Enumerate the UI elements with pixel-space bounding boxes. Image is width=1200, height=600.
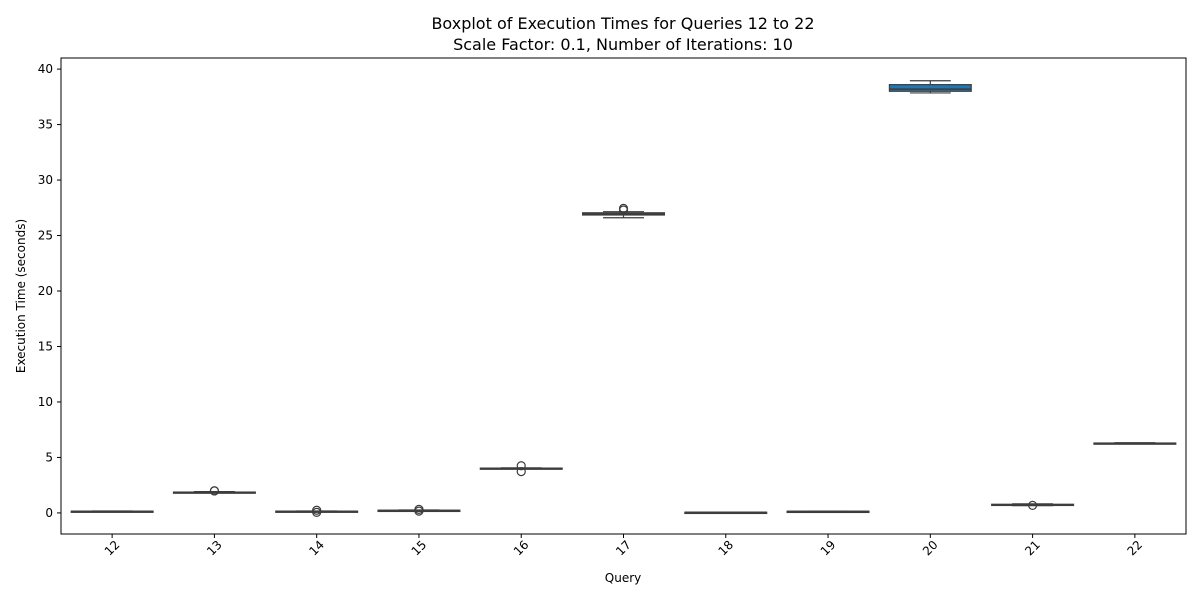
- box-query-19: [786, 510, 870, 514]
- outlier-point: [414, 506, 424, 516]
- outlier-point: [1027, 500, 1038, 510]
- x-tick-label: 12: [102, 538, 123, 559]
- box-query-16: [479, 461, 563, 477]
- x-tick-label: 19: [818, 538, 839, 559]
- outlier-point: [209, 486, 220, 496]
- x-tick-label: 22: [1125, 538, 1146, 559]
- y-tick-label: 25: [38, 229, 53, 243]
- box-query-15: [377, 504, 461, 516]
- y-tick-label: 10: [38, 395, 53, 409]
- box-query-14: [275, 505, 359, 517]
- y-tick-label: 0: [45, 506, 53, 520]
- box-query-17: [581, 203, 666, 219]
- chart-title: Boxplot of Execution Times for Queries 1…: [431, 14, 814, 33]
- y-tick-label: 5: [45, 450, 53, 464]
- x-tick-label: 15: [409, 538, 430, 559]
- outlier-point: [516, 467, 526, 477]
- x-tick-label: 21: [1022, 538, 1043, 559]
- x-tick-label: 17: [613, 538, 634, 559]
- box-iqr: [888, 84, 972, 92]
- y-axis-label: Execution Time (seconds): [14, 219, 28, 373]
- box-query-20: [888, 80, 972, 94]
- outlier-point: [312, 507, 322, 517]
- x-tick-label: 16: [511, 538, 532, 559]
- x-axis-label: Query: [605, 571, 641, 585]
- y-tick-label: 35: [38, 118, 53, 132]
- plot-frame: [60, 57, 1187, 535]
- chart-subtitle: Scale Factor: 0.1, Number of Iterations:…: [453, 35, 793, 54]
- y-tick-label: 30: [38, 173, 53, 187]
- x-tick-label: 18: [715, 538, 736, 559]
- outlier-point: [618, 205, 629, 215]
- x-tick-label: 20: [920, 538, 941, 559]
- box-query-13: [172, 486, 256, 496]
- x-tick-label: 13: [204, 538, 225, 559]
- y-tick-label: 15: [38, 339, 53, 353]
- box-query-18: [684, 511, 768, 515]
- box-query-21: [991, 500, 1075, 510]
- box-query-12: [70, 510, 154, 513]
- x-tick-label: 14: [306, 538, 327, 559]
- box-query-22: [1093, 442, 1177, 445]
- y-tick-label: 20: [38, 284, 53, 298]
- y-tick-label: 40: [38, 62, 53, 76]
- outlier-point: [516, 461, 526, 471]
- plot-area: 0 5 10 15 20 25 30 35 40 12 13 14 15 16 17 18 19 20 21 22: [38, 57, 1187, 559]
